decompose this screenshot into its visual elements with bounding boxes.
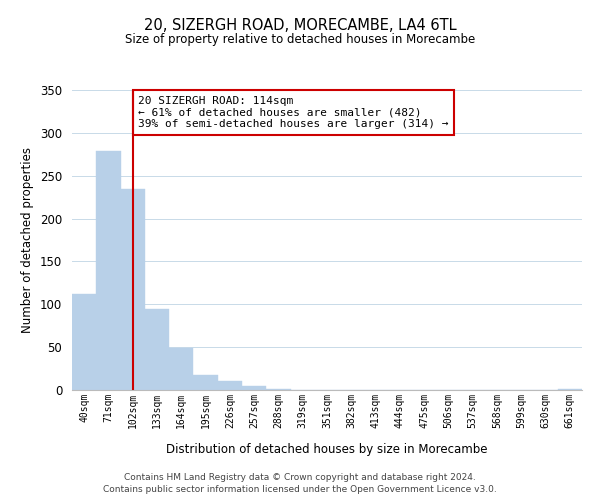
- Text: 20, SIZERGH ROAD, MORECAMBE, LA4 6TL: 20, SIZERGH ROAD, MORECAMBE, LA4 6TL: [143, 18, 457, 32]
- Bar: [558, 389, 582, 390]
- Text: Contains HM Land Registry data © Crown copyright and database right 2024.: Contains HM Land Registry data © Crown c…: [124, 472, 476, 482]
- Bar: [218, 380, 242, 390]
- Bar: [169, 348, 193, 390]
- Bar: [72, 294, 96, 390]
- Bar: [145, 308, 169, 390]
- Text: Size of property relative to detached houses in Morecambe: Size of property relative to detached ho…: [125, 32, 475, 46]
- Text: Distribution of detached houses by size in Morecambe: Distribution of detached houses by size …: [166, 442, 488, 456]
- Bar: [242, 386, 266, 390]
- Y-axis label: Number of detached properties: Number of detached properties: [22, 147, 34, 333]
- Text: Contains public sector information licensed under the Open Government Licence v3: Contains public sector information licen…: [103, 485, 497, 494]
- Bar: [266, 389, 290, 390]
- Bar: [96, 151, 121, 390]
- Bar: [193, 374, 218, 390]
- Text: 20 SIZERGH ROAD: 114sqm
← 61% of detached houses are smaller (482)
39% of semi-d: 20 SIZERGH ROAD: 114sqm ← 61% of detache…: [139, 96, 449, 129]
- Bar: [121, 188, 145, 390]
